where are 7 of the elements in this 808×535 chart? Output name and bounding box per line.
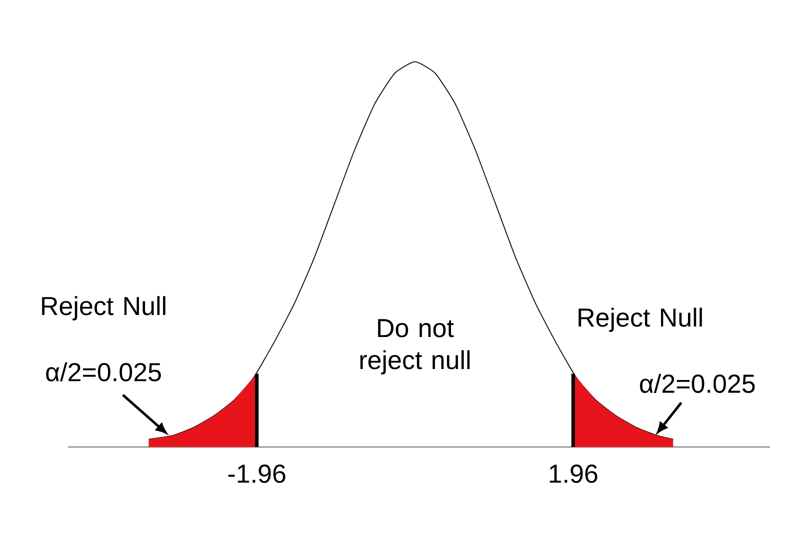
annotation: α/2=0.025 — [640, 374, 755, 393]
x-tick-label: 1.96 — [550, 464, 598, 483]
annotation: Reject Null — [42, 296, 166, 320]
x-tick-label: -1.96 — [228, 464, 286, 483]
annotation: Do not reject null — [360, 319, 470, 374]
annotation: α/2=0.025 — [46, 362, 161, 382]
annotation: Reject Null — [578, 308, 702, 332]
